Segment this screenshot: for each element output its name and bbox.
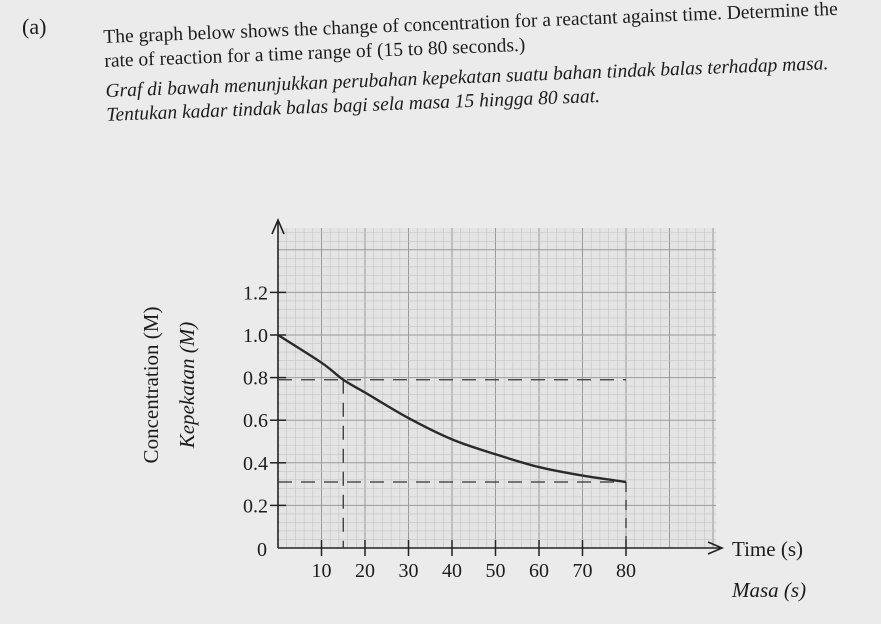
x-tick-label: 80 bbox=[616, 560, 636, 582]
origin-label: 0 bbox=[257, 539, 267, 561]
x-axis-arrow bbox=[707, 541, 725, 555]
x-tick-label: 40 bbox=[442, 560, 462, 582]
y-axis-title-malay: Kepekatan (M) bbox=[175, 322, 199, 450]
y-tick-label: 1.2 bbox=[243, 282, 268, 304]
x-tick-label: 10 bbox=[312, 560, 332, 582]
grid-background bbox=[278, 228, 716, 548]
x-axis-title-malay: Masa (s) bbox=[731, 578, 806, 602]
x-tick-label: 30 bbox=[399, 560, 419, 582]
axes bbox=[270, 217, 725, 556]
y-tick-label: 0.6 bbox=[243, 410, 268, 432]
x-axis-title: Time (s) bbox=[732, 537, 803, 561]
y-tick-label: 0.8 bbox=[243, 368, 268, 390]
question-label: (a) bbox=[22, 14, 47, 39]
y-tick-label: 1.0 bbox=[243, 325, 268, 347]
y-axis-title: Concentration (M) bbox=[139, 307, 163, 464]
x-tick-label: 70 bbox=[573, 560, 593, 582]
grid bbox=[277, 228, 716, 549]
y-axis-arrow bbox=[271, 217, 285, 235]
x-tick-label: 20 bbox=[355, 560, 375, 582]
axis-labels: 10 20 30 40 50 60 70 80 0.2 0.4 0.6 0.8 1.0 1.2 0 Time … bbox=[139, 282, 806, 602]
concentration-curve bbox=[277, 333, 627, 484]
data-curve bbox=[277, 333, 627, 484]
y-tick-label: 0.2 bbox=[243, 495, 268, 517]
x-tick-label: 50 bbox=[486, 560, 506, 582]
x-tick-label: 60 bbox=[529, 560, 549, 582]
dashed-guides bbox=[278, 379, 627, 548]
y-tick-label: 0.4 bbox=[243, 453, 268, 475]
